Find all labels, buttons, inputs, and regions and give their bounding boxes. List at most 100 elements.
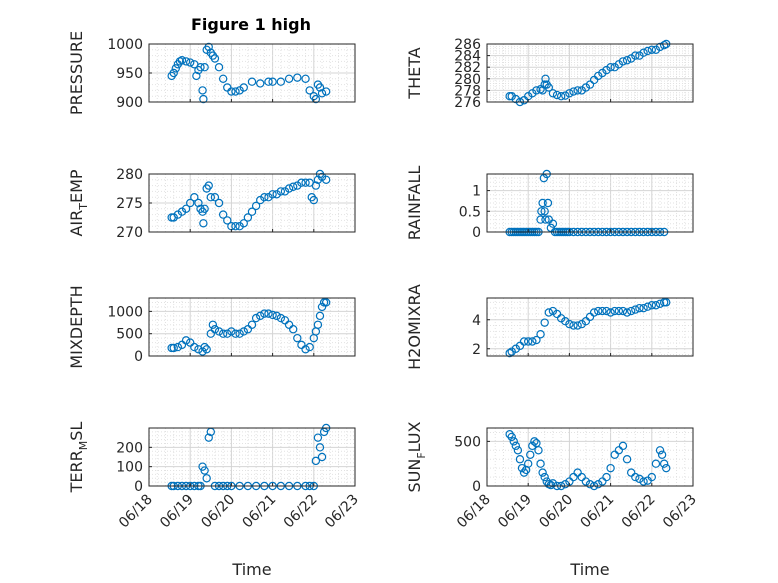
data-point [569, 472, 578, 482]
data-point [284, 320, 294, 329]
data-point [537, 207, 546, 216]
y-tick-label: 1000 [107, 37, 143, 53]
data-point [639, 48, 648, 57]
data-point [289, 182, 298, 191]
data-point [530, 437, 539, 446]
series-markers [167, 42, 331, 104]
y-tick-label: 278 [454, 83, 481, 99]
y-tick-label: 282 [454, 60, 481, 76]
data-point [276, 313, 286, 323]
data-point [200, 204, 209, 213]
data-point [519, 468, 529, 477]
data-point [631, 472, 640, 482]
data-point [264, 309, 273, 318]
data-point [227, 327, 236, 336]
axes-frame [486, 427, 694, 487]
data-point [614, 306, 624, 316]
data-point [297, 340, 306, 350]
data-point [321, 87, 331, 96]
data-point [541, 215, 550, 224]
x-tick-label: 06/22 [619, 492, 659, 532]
data-point [643, 46, 652, 56]
y-tick-label: 0 [472, 479, 481, 495]
data-point [631, 51, 640, 60]
data-point [647, 301, 657, 310]
y-tick-label: 900 [116, 95, 143, 111]
data-point [206, 329, 215, 338]
data-point [208, 320, 218, 329]
data-point [231, 87, 240, 96]
y-tick-label: 275 [116, 196, 143, 212]
data-point [305, 342, 314, 352]
data-point [517, 463, 527, 473]
plot-area [149, 428, 355, 486]
data-point [198, 86, 207, 95]
figure-title: Figure 1 high [191, 15, 311, 34]
data-point [239, 219, 248, 228]
x-tick-label: 06/23 [322, 492, 362, 532]
data-point [268, 77, 277, 86]
data-point [655, 299, 665, 308]
data-point [585, 480, 595, 489]
data-point [548, 479, 558, 488]
data-point [199, 94, 208, 104]
data-point [561, 91, 570, 100]
data-point [538, 468, 547, 477]
data-point [251, 313, 261, 323]
data-point [651, 301, 661, 310]
data-point [235, 329, 244, 338]
data-point [565, 89, 574, 98]
data-point [264, 77, 273, 86]
data-point [528, 337, 537, 346]
data-point [536, 459, 545, 468]
data-point [185, 198, 195, 208]
data-point [171, 64, 180, 73]
data-point [569, 87, 578, 96]
data-point [169, 68, 178, 78]
data-point [577, 472, 586, 482]
data-point [565, 319, 574, 329]
data-point [276, 187, 286, 196]
data-point [610, 450, 619, 459]
data-point [627, 306, 636, 316]
x-tick-label: 06/20 [198, 492, 238, 532]
data-point [552, 90, 562, 100]
y-tick-label: 500 [116, 327, 143, 343]
data-point [598, 306, 607, 316]
data-point [293, 73, 302, 82]
data-point [210, 54, 220, 63]
data-point [223, 216, 232, 225]
data-point [635, 474, 644, 484]
axes-frame [148, 427, 356, 487]
data-point [311, 94, 321, 104]
data-point [544, 308, 554, 317]
data-point [301, 178, 310, 187]
data-point [594, 306, 603, 316]
y-tick-label: 0.5 [459, 204, 481, 220]
data-point [181, 57, 191, 66]
subplot-air-temp: 270 275 280 AIRTEMP [67, 167, 356, 241]
data-point [317, 452, 327, 462]
data-point [210, 325, 220, 334]
data-point [315, 443, 325, 452]
data-point [256, 311, 265, 321]
data-point [610, 306, 619, 316]
data-point [581, 477, 591, 486]
x-tick-label: 06/21 [578, 492, 618, 532]
data-point [631, 305, 640, 314]
data-point [627, 468, 636, 477]
data-point [243, 325, 253, 334]
data-point [569, 321, 578, 330]
data-point [639, 477, 648, 486]
data-point [173, 342, 183, 352]
y-tick-label: 270 [116, 225, 143, 241]
data-point [321, 298, 331, 307]
data-point [280, 316, 290, 325]
data-point [505, 430, 514, 439]
data-point [540, 207, 549, 216]
data-point [231, 329, 240, 338]
data-point [528, 441, 537, 451]
subplot-pressure: 900 950 1000 PRESSURE [67, 31, 356, 115]
data-point [546, 480, 556, 490]
